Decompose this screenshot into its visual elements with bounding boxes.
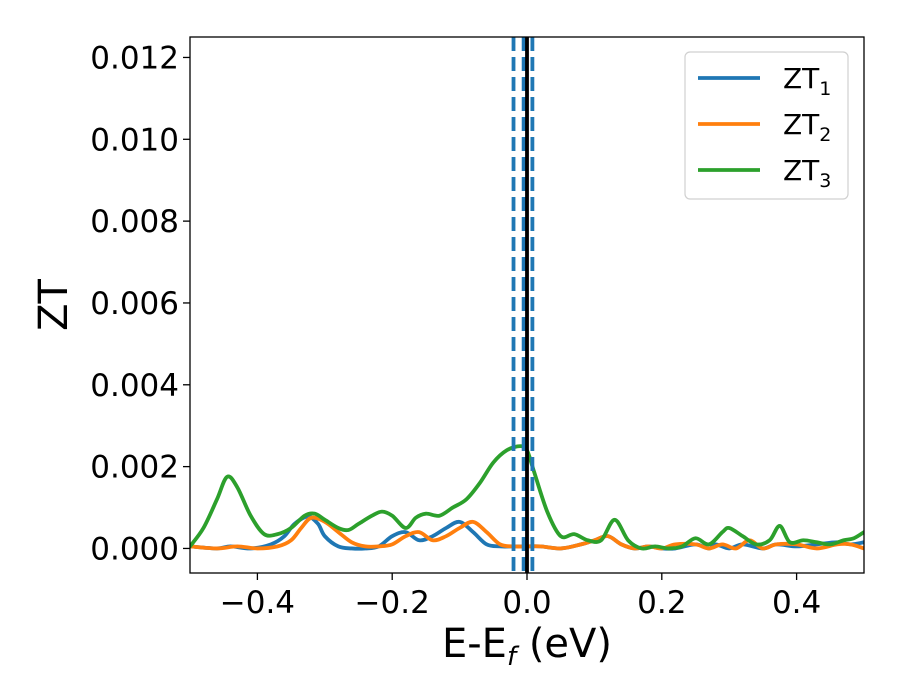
x-tick-label: 0.2 [637,585,686,621]
x-axis-title: E-Ef (eV) [442,621,612,672]
y-tick-label: 0.006 [90,286,179,322]
y-tick-label: 0.008 [90,204,179,240]
y-tick-label: 0.012 [90,40,179,76]
y-axis-title: ZT [31,279,77,331]
reference-lines [511,37,535,573]
legend-label-zt3: ZT3 [783,154,831,192]
legend: ZT1 ZT2 ZT3 [684,51,849,200]
x-tick-label: −0.2 [355,585,430,621]
legend-label-zt2: ZT2 [783,108,831,146]
x-tick-label: 0.4 [772,585,821,621]
x-tick-label: −0.4 [220,585,295,621]
x-tick-label: 0.0 [502,585,551,621]
y-tick-label: 0.000 [90,531,179,567]
series-line-zt2 [190,515,864,551]
x-axis-ticks: −0.4 −0.2 0.0 0.2 0.4 [220,573,821,621]
legend-label-zt1: ZT1 [783,62,831,100]
x-axis-title-main: E-E [442,621,507,667]
legend-box [684,51,849,200]
y-axis-ticks: 0.000 0.002 0.004 0.006 0.008 0.010 0.012 [90,40,190,567]
x-axis-title-unit: (eV) [516,621,612,667]
y-tick-label: 0.002 [90,450,179,486]
y-tick-label: 0.004 [90,368,179,404]
y-tick-label: 0.010 [90,122,179,158]
